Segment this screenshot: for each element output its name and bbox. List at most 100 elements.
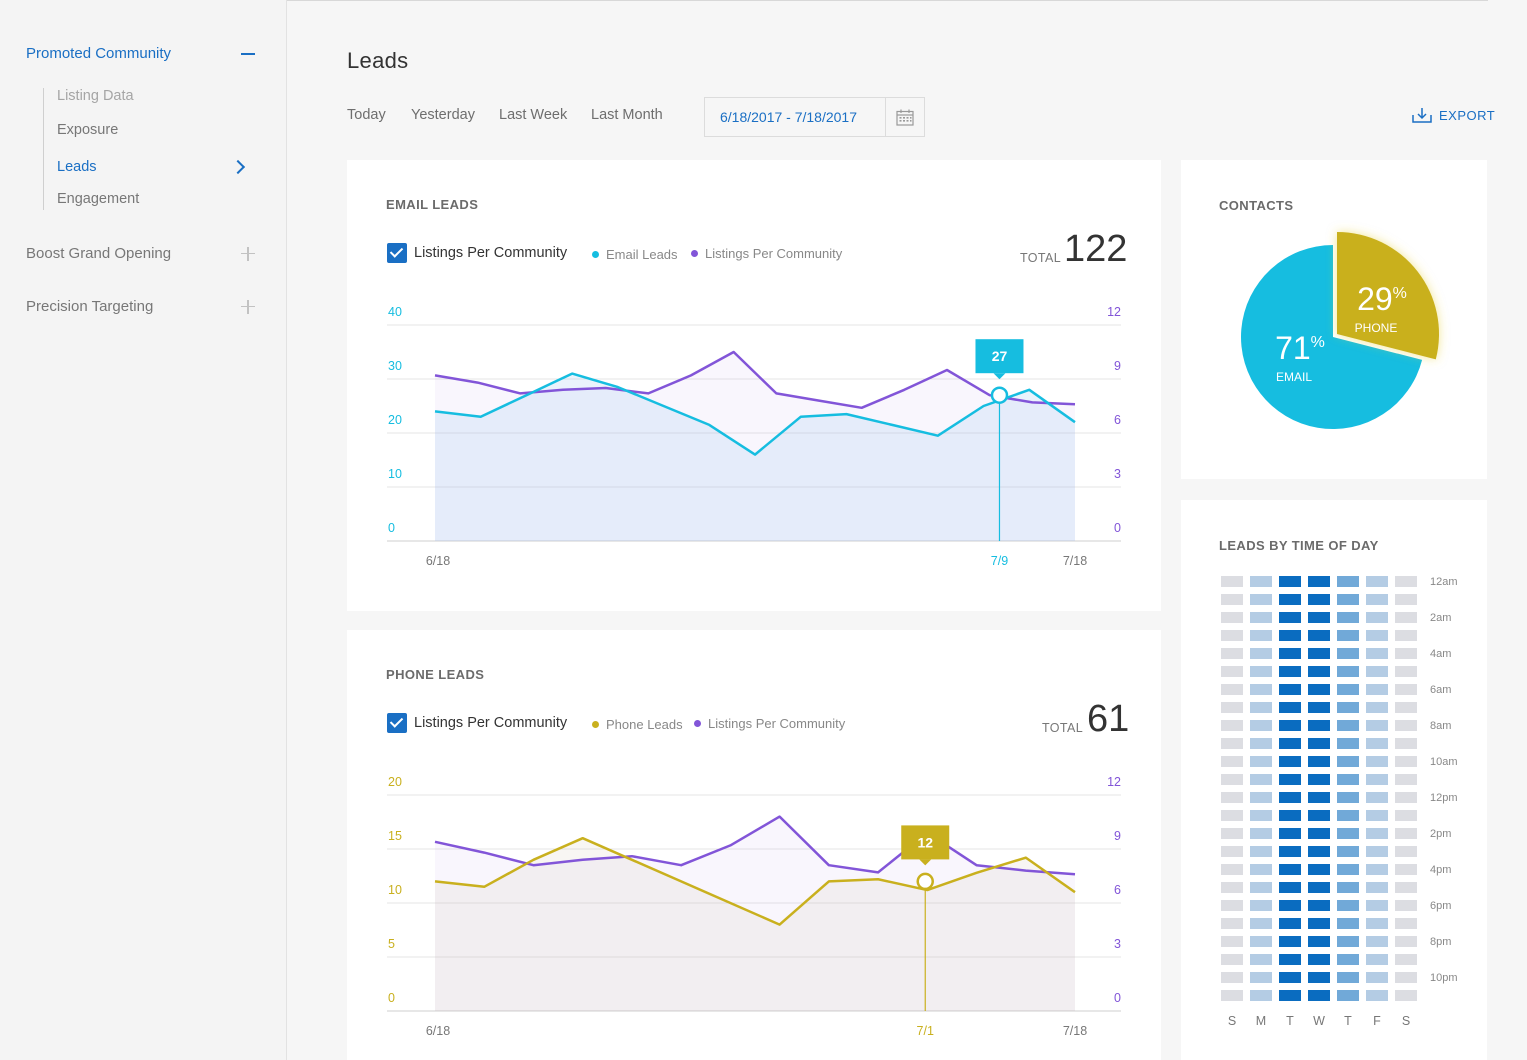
heatmap-cell	[1308, 738, 1330, 749]
expand-icon[interactable]	[240, 299, 256, 315]
heatmap-cell	[1337, 648, 1359, 659]
heatmap-cell	[1366, 684, 1388, 695]
total-label: TOTAL	[1042, 721, 1084, 735]
hour-label: 10pm	[1430, 972, 1458, 984]
heatmap-cell	[1395, 594, 1417, 605]
x-tick-label: 7/9	[991, 554, 1008, 568]
heatmap-cell	[1279, 990, 1301, 1001]
heatmap-cell	[1337, 810, 1359, 821]
heatmap-cell	[1279, 810, 1301, 821]
sidebar: Promoted Community Listing Data Exposure…	[0, 0, 287, 1060]
heatmap-cell	[1250, 954, 1272, 965]
heatmap-cell	[1221, 990, 1243, 1001]
x-tick-label: 7/1	[917, 1024, 934, 1038]
heatmap-cell	[1221, 594, 1243, 605]
heatmap-cell	[1337, 612, 1359, 623]
heatmap-cell	[1221, 792, 1243, 803]
nav-group-precision-targeting[interactable]: Precision Targeting	[26, 298, 256, 315]
range-tab-yesterday[interactable]: Yesterday	[411, 107, 475, 123]
heatmap-cell	[1221, 756, 1243, 767]
sidebar-item-exposure[interactable]: Exposure	[57, 122, 257, 138]
heatmap-cell	[1221, 810, 1243, 821]
heatmap-cell	[1221, 972, 1243, 983]
legend-dot	[592, 251, 599, 258]
heatmap-cell	[1337, 756, 1359, 767]
heatmap-cell	[1308, 864, 1330, 875]
nav-group-boost-grand-opening[interactable]: Boost Grand Opening	[26, 245, 256, 262]
heatmap-cell	[1279, 846, 1301, 857]
date-range-picker[interactable]: 6/18/2017 - 7/18/2017	[704, 97, 925, 137]
collapse-icon[interactable]	[240, 46, 256, 62]
y-tick-right-label: 0	[1114, 991, 1121, 1005]
nav-group-promoted-community[interactable]: Promoted Community	[26, 45, 256, 62]
heatmap-cell	[1308, 900, 1330, 911]
heatmap-cell	[1395, 576, 1417, 587]
heatmap-cell	[1250, 828, 1272, 839]
heatmap-cell	[1308, 882, 1330, 893]
heatmap-cell	[1337, 846, 1359, 857]
day-label: T	[1344, 1014, 1352, 1028]
heatmap-cell	[1308, 990, 1330, 1001]
tooltip-pointer	[919, 859, 932, 866]
legend-label: Listings Per Community	[705, 246, 843, 261]
email-leads-card: EMAIL LEADS Listings Per Community Email…	[347, 160, 1161, 611]
heatmap-cell	[1221, 612, 1243, 623]
calendar-button[interactable]	[886, 98, 924, 136]
heatmap-cell	[1250, 756, 1272, 767]
tooltip-value: 12	[917, 834, 933, 850]
y-tick-left-label: 0	[388, 521, 395, 535]
heatmap-cell	[1395, 630, 1417, 641]
pie-slice-phone	[1337, 232, 1439, 360]
heatmap-cell	[1366, 936, 1388, 947]
sidebar-item-engagement[interactable]: Engagement	[57, 191, 257, 207]
export-button[interactable]: EXPORT	[1412, 107, 1495, 123]
checkbox-checked-icon[interactable]	[387, 243, 407, 263]
hour-label: 6pm	[1430, 900, 1451, 912]
top-divider	[26, 0, 1488, 1]
hour-label: 12am	[1430, 576, 1458, 588]
total-label: TOTAL	[1020, 251, 1062, 265]
y-tick-right-label: 0	[1114, 521, 1121, 535]
legend-label: Listings Per Community	[708, 716, 846, 731]
heatmap-cell	[1395, 792, 1417, 803]
phone-leads-chart: 0 0 5 3 10 6 15 9 20 12 12 6/18 7/1 7/18	[387, 775, 1121, 1038]
download-icon	[1412, 108, 1432, 123]
heatmap-cell	[1250, 972, 1272, 983]
heatmap-cell	[1337, 864, 1359, 875]
heatmap-cell	[1250, 612, 1272, 623]
heatmap-cell	[1221, 720, 1243, 731]
listings-checkbox[interactable]: Listings Per Community	[387, 713, 567, 733]
checkbox-checked-icon[interactable]	[387, 713, 407, 733]
contacts-pie-chart: 71% EMAIL 29% PHONE	[1241, 232, 1439, 429]
heatmap-cell	[1279, 774, 1301, 785]
y-tick-left-label: 0	[388, 991, 395, 1005]
range-tab-today[interactable]: Today	[347, 107, 386, 123]
heatmap-cell	[1279, 972, 1301, 983]
heatmap-cell	[1279, 630, 1301, 641]
heatmap-cell	[1337, 990, 1359, 1001]
listings-checkbox[interactable]: Listings Per Community	[387, 243, 567, 263]
chevron-right-icon	[230, 159, 246, 175]
card-title: EMAIL LEADS	[386, 197, 479, 212]
heatmap-cell	[1221, 882, 1243, 893]
range-tab-last-month[interactable]: Last Month	[591, 107, 663, 123]
heatmap-cell	[1279, 864, 1301, 875]
sidebar-item-listing-data[interactable]: Listing Data	[57, 88, 257, 104]
heatmap-cell	[1308, 954, 1330, 965]
day-label: M	[1256, 1014, 1266, 1028]
pie-label-phone-name: PHONE	[1355, 321, 1398, 335]
heatmap-cell	[1250, 594, 1272, 605]
heatmap-cell	[1337, 738, 1359, 749]
heatmap-cell	[1337, 702, 1359, 713]
y-tick-right-label: 9	[1114, 359, 1121, 373]
heatmap-cell	[1279, 720, 1301, 731]
heatmap-cell	[1250, 864, 1272, 875]
date-range-input[interactable]: 6/18/2017 - 7/18/2017	[705, 98, 886, 136]
heatmap-cell	[1279, 648, 1301, 659]
y-tick-right-label: 3	[1114, 467, 1121, 481]
expand-icon[interactable]	[240, 246, 256, 262]
heatmap-cell	[1366, 864, 1388, 875]
range-tab-last-week[interactable]: Last Week	[499, 107, 568, 123]
sidebar-item-leads[interactable]: Leads	[57, 159, 257, 175]
hour-label: 4pm	[1430, 864, 1451, 876]
